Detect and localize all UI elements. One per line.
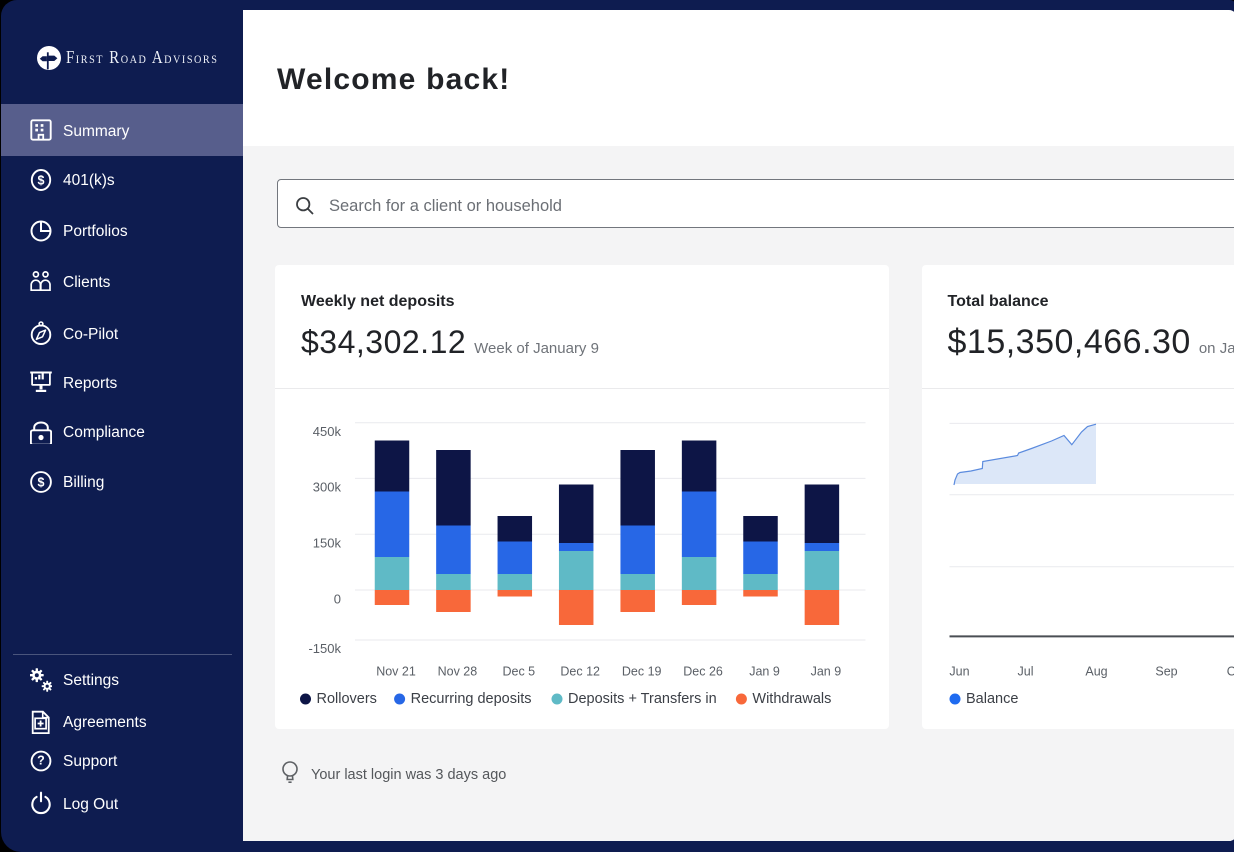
svg-text:Nov 28: Nov 28 bbox=[438, 665, 478, 679]
svg-text:$: $ bbox=[38, 173, 45, 187]
svg-text:Sep: Sep bbox=[1155, 665, 1177, 679]
svg-text:Jul: Jul bbox=[1017, 665, 1033, 679]
svg-text:?: ? bbox=[37, 753, 45, 767]
svg-text:150k: 150k bbox=[313, 536, 342, 551]
svg-text:Dec 26: Dec 26 bbox=[683, 665, 723, 679]
svg-text:Deposits + Transfers in: Deposits + Transfers in bbox=[568, 691, 717, 707]
svg-text:0: 0 bbox=[334, 592, 341, 607]
svg-text:Aug: Aug bbox=[1085, 665, 1107, 679]
svg-text:450k: 450k bbox=[313, 424, 342, 439]
svg-text:$: $ bbox=[38, 475, 45, 489]
svg-text:Jan 9: Jan 9 bbox=[811, 665, 842, 679]
svg-text:300k: 300k bbox=[313, 480, 342, 495]
svg-text:Withdrawals: Withdrawals bbox=[752, 691, 831, 707]
svg-text:Jan 9: Jan 9 bbox=[749, 665, 780, 679]
svg-text:Dec 5: Dec 5 bbox=[502, 665, 535, 679]
svg-text:Rollovers: Rollovers bbox=[317, 691, 377, 707]
svg-text:-150k: -150k bbox=[308, 641, 341, 656]
svg-text:Nov 21: Nov 21 bbox=[376, 665, 416, 679]
svg-text:Balance: Balance bbox=[966, 691, 1018, 707]
svg-text:Oct: Oct bbox=[1226, 665, 1234, 679]
svg-text:Dec 19: Dec 19 bbox=[622, 665, 662, 679]
svg-text:Jun: Jun bbox=[949, 665, 969, 679]
svg-text:Dec 12: Dec 12 bbox=[560, 665, 600, 679]
svg-text:Recurring deposits: Recurring deposits bbox=[411, 691, 532, 707]
